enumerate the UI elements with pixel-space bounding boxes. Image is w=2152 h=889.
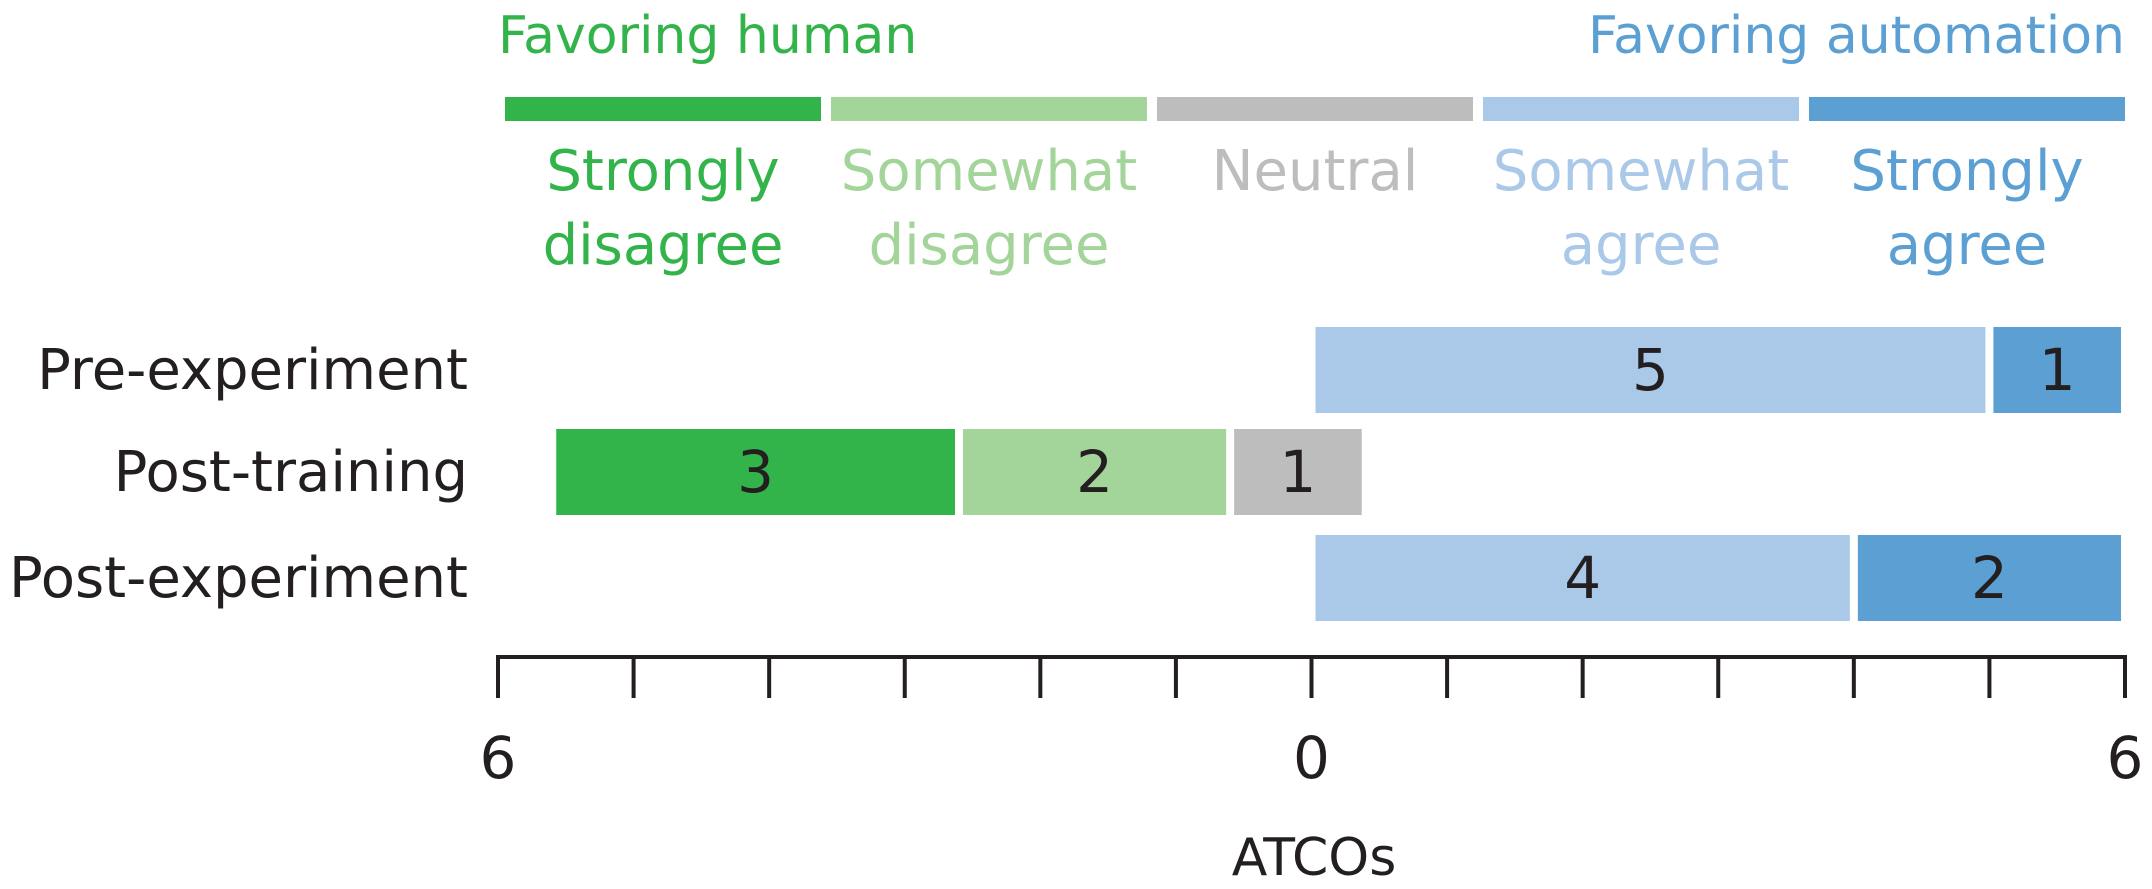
bar-segment (962, 429, 1227, 515)
legend-label-line1: Somewhat (1493, 139, 1789, 204)
legend-label-line2: agree (1561, 213, 1722, 278)
bar-segment (1315, 327, 1986, 413)
bar-segment (1315, 535, 1850, 621)
header-favoring-automation: Favoring automation (1588, 6, 2125, 66)
bar-segment (1993, 327, 2121, 413)
bar-value-label: 4 (1564, 544, 1601, 612)
legend-swatch (505, 97, 821, 121)
bar-segment (1234, 429, 1362, 515)
legend-swatch (1483, 97, 1799, 121)
bar-value-label: 2 (1971, 544, 2008, 612)
legend-swatch (1809, 97, 2125, 121)
bar-value-label: 2 (1076, 438, 1113, 506)
bar-value-label: 3 (737, 438, 774, 506)
category-label: Post-experiment (9, 546, 468, 611)
legend-label-line1: Neutral (1212, 139, 1419, 204)
legend-label-line2: disagree (869, 213, 1110, 278)
bar-value-label: 1 (1279, 438, 1316, 506)
legend-label-line1: Strongly (546, 139, 779, 204)
x-axis-label: ATCOs (1232, 828, 1397, 888)
legend-swatch (831, 97, 1147, 121)
category-label: Post-training (114, 440, 468, 505)
bar-segment (556, 429, 955, 515)
x-tick-label: 6 (480, 724, 517, 792)
bar-value-label: 1 (2039, 336, 2076, 404)
legend-label-line1: Somewhat (841, 139, 1137, 204)
bar-segment (1857, 535, 2121, 621)
bars: 5 1 3 2 1 4 2 (556, 327, 2121, 621)
bar-value-label: 5 (1632, 336, 1669, 404)
x-axis: 6 0 6 (480, 655, 2144, 792)
header-favoring-human: Favoring human (498, 6, 917, 66)
headers: Favoring human Favoring automation (498, 6, 2125, 66)
legend-swatch (1157, 97, 1473, 121)
legend-label-line2: agree (1887, 213, 2048, 278)
x-tick-label: 6 (2107, 724, 2144, 792)
category-labels: Pre-experiment Post-training Post-experime… (9, 338, 468, 611)
legend-label-line1: Strongly (1850, 139, 2083, 204)
legend: Strongly disagree Somewhat disagree Neutral S… (505, 97, 2125, 278)
x-tick-label: 0 (1293, 724, 1330, 792)
category-label: Pre-experiment (37, 338, 468, 403)
legend-label-line2: disagree (543, 213, 784, 278)
